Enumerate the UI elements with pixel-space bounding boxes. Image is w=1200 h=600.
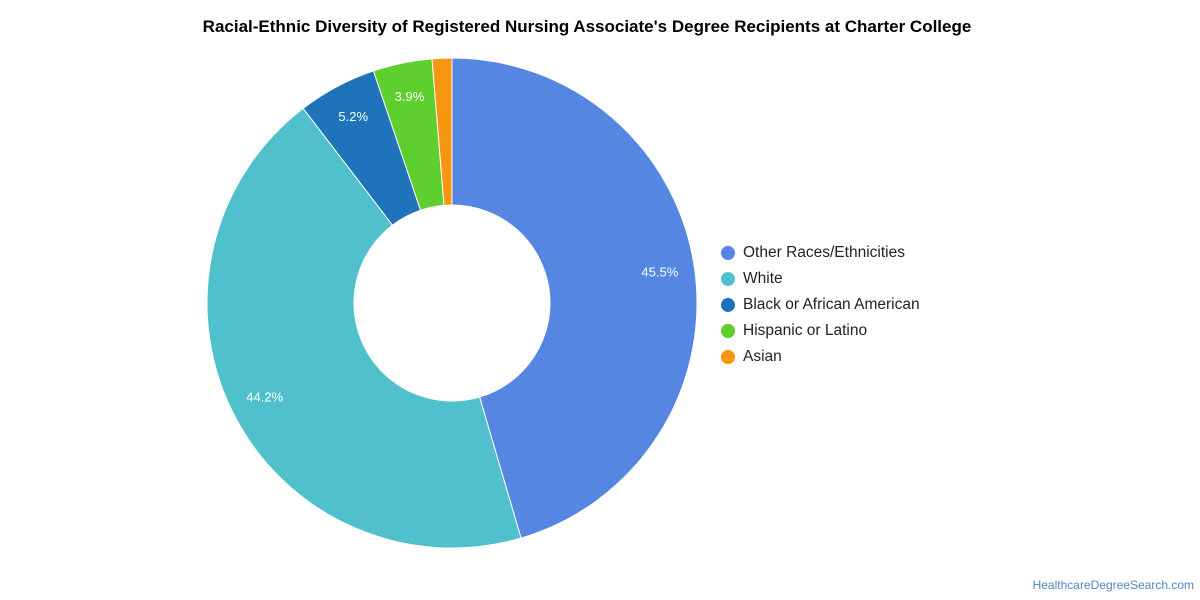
data-label-hispanic: 3.9% [395,89,425,104]
legend-swatch-asian [721,350,735,364]
data-label-white: 44.2% [246,389,283,404]
legend-label-hispanic: Hispanic or Latino [743,322,868,339]
legend-item-asian[interactable]: Asian [721,344,920,370]
chart-title: Racial-Ethnic Diversity of Registered Nu… [202,17,972,36]
legend-item-other[interactable]: Other Races/Ethnicities [721,240,920,266]
watermark: HealthcareDegreeSearch.com [1032,578,1194,592]
legend-item-black[interactable]: Black or African American [721,292,920,318]
legend-swatch-other [721,246,735,260]
legend-item-white[interactable]: White [721,266,920,292]
data-label-black: 5.2% [338,109,368,124]
legend: Other Races/Ethnicities White Black or A… [721,240,920,370]
data-label-other: 45.5% [641,265,678,280]
legend-label-black: Black or African American [743,296,920,313]
legend-label-asian: Asian [743,348,782,365]
legend-swatch-black [721,298,735,312]
legend-label-white: White [743,270,783,287]
legend-label-other: Other Races/Ethnicities [743,244,905,261]
slice-other[interactable] [451,57,698,539]
slice-asian[interactable] [431,57,453,206]
legend-swatch-white [721,272,735,286]
legend-item-hispanic[interactable]: Hispanic or Latino [721,318,920,344]
slice-white[interactable] [206,107,522,549]
legend-swatch-hispanic [721,324,735,338]
